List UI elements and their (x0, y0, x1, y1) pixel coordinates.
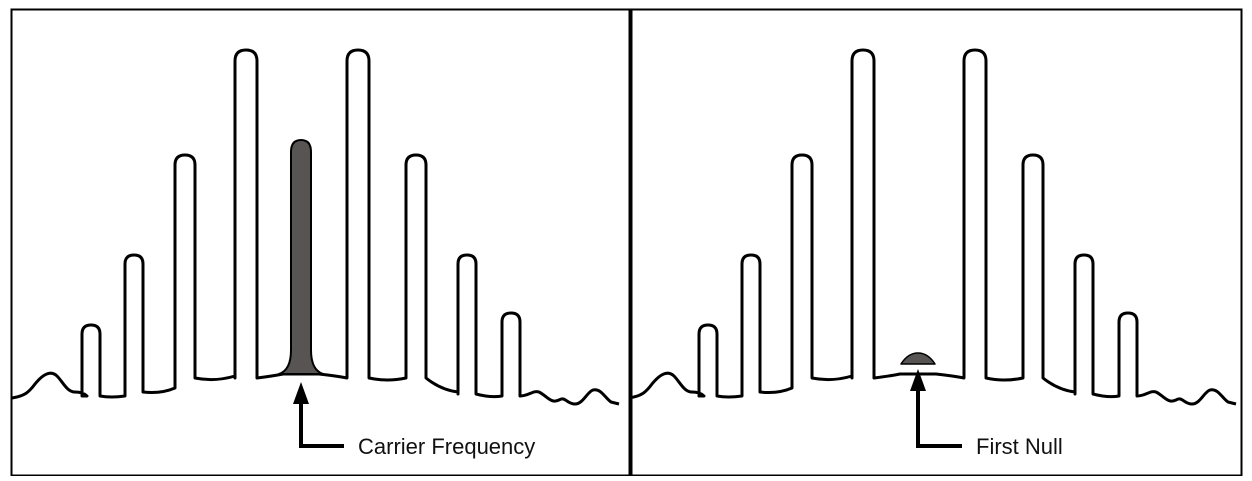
spectrum-line (628, 48, 1237, 406)
arrow-up-icon (910, 369, 962, 448)
carrier-highlight (278, 139, 324, 375)
arrow-head (910, 369, 926, 391)
null-highlight (900, 352, 936, 365)
label-first-null: First Null (976, 434, 1063, 459)
panel-first-null: First Null (628, 48, 1237, 459)
arrow-up-icon (293, 382, 344, 448)
arrow-head (293, 382, 309, 404)
panel-carrier-frequency: Carrier Frequency (11, 48, 620, 459)
arrow-shaft (299, 400, 344, 448)
arrow-shaft (916, 387, 962, 448)
spectrum-line (11, 48, 620, 406)
label-carrier-frequency: Carrier Frequency (358, 434, 535, 459)
